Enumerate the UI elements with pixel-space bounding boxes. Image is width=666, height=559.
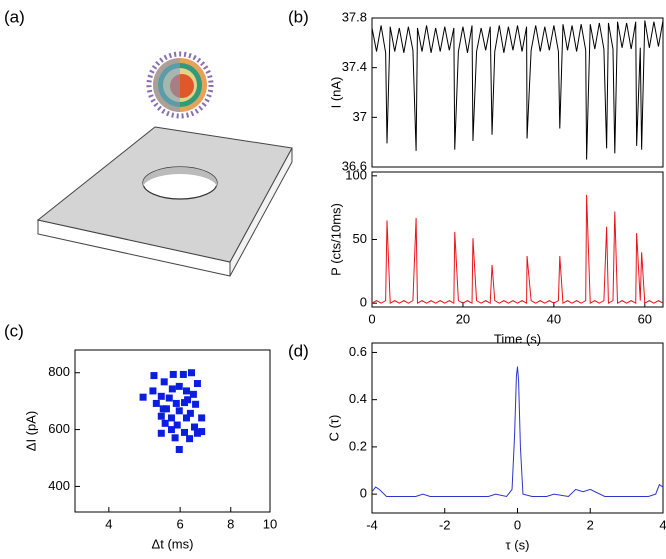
scatter-point	[179, 370, 187, 378]
x-tick-label: 4	[105, 516, 112, 531]
scatter-point	[165, 394, 173, 402]
scatter-point	[180, 428, 188, 436]
scatter-point	[150, 372, 158, 380]
virus-spikes	[146, 51, 214, 119]
panel-label: (d)	[288, 341, 309, 360]
data-line	[371, 20, 664, 160]
y-axis-label: P (cts/10ms)	[328, 203, 343, 276]
scatter-point	[192, 400, 200, 408]
y-axis-label: I (nA)	[328, 77, 343, 109]
scatter-point	[169, 370, 177, 378]
scatter-point	[198, 428, 206, 436]
y-tick-label: 400	[48, 478, 70, 493]
scatter-point	[175, 407, 183, 415]
scatter-point	[175, 445, 183, 453]
y-tick-label: 0.2	[349, 438, 367, 453]
x-tick-label: 6	[177, 516, 184, 531]
y-tick-label: 0.6	[349, 344, 367, 359]
scatter-point	[161, 419, 169, 427]
y-tick-label: 0	[360, 295, 367, 310]
scatter-point	[186, 409, 194, 417]
data-line	[371, 366, 664, 498]
panel-label: (b)	[288, 7, 309, 26]
scatter-point	[167, 414, 175, 422]
x-axis-label: Δt (ms)	[152, 536, 194, 551]
y-axis-label: ΔI (pA)	[23, 411, 38, 451]
virus-cutaway	[153, 58, 180, 112]
scatter-point	[198, 414, 206, 422]
scatter-point	[186, 435, 194, 443]
scatter-point	[182, 414, 190, 422]
y-tick-label: 100	[345, 167, 367, 182]
virus-illustration	[146, 51, 214, 119]
scatter-point	[191, 423, 199, 431]
scatter-point	[182, 387, 190, 395]
scatter-point	[171, 434, 179, 442]
scatter-point	[157, 392, 165, 400]
x-tick-label: -2	[439, 517, 451, 532]
x-axis-label: τ (s)	[506, 537, 530, 552]
y-tick-label: 36.6	[342, 158, 367, 173]
x-tick-label: 40	[547, 311, 561, 326]
scatter-point	[175, 382, 183, 390]
panel-label: (a)	[4, 7, 25, 26]
scatter-point	[160, 378, 168, 386]
y-tick-label: 0	[360, 486, 367, 501]
scatter-point	[159, 405, 167, 413]
plate-illustration	[36, 126, 293, 277]
scatter-point	[152, 399, 160, 407]
plot-frame	[371, 17, 664, 168]
x-tick-label: 2	[587, 517, 594, 532]
scatter-point	[168, 385, 176, 393]
x-axis-label: Time (s)	[494, 331, 541, 346]
scatter-point	[139, 393, 147, 401]
x-tick-label: -4	[366, 517, 378, 532]
scatter-point	[157, 429, 165, 437]
data-line	[371, 194, 664, 305]
y-tick-label: 37	[353, 109, 367, 124]
scatter-point	[173, 421, 181, 429]
y-axis-label: C (τ)	[326, 415, 341, 442]
x-tick-label: 10	[263, 516, 277, 531]
scatter-point	[172, 399, 180, 407]
y-tick-label: 37.8	[342, 9, 367, 24]
x-tick-label: 20	[456, 311, 470, 326]
y-tick-label: 0.4	[349, 391, 367, 406]
panel-label: (c)	[4, 321, 24, 340]
scatter-point	[189, 390, 197, 398]
scatter-point	[184, 396, 192, 404]
pore-wall	[143, 167, 217, 188]
scatter-point	[193, 380, 201, 388]
scatter-point	[157, 412, 165, 420]
scatter-point	[149, 387, 157, 395]
scatter-point	[188, 369, 196, 377]
y-tick-label: 37.4	[342, 59, 367, 74]
x-tick-label: 4	[659, 517, 666, 532]
plot-frame	[74, 349, 271, 513]
x-tick-label: 0	[368, 311, 375, 326]
y-tick-label: 600	[48, 421, 70, 436]
y-tick-label: 800	[48, 364, 70, 379]
scatter-point	[167, 426, 175, 434]
y-tick-label: 50	[353, 231, 367, 246]
x-tick-label: 0	[514, 517, 521, 532]
x-tick-label: 60	[638, 311, 652, 326]
scatter-point	[193, 429, 201, 437]
x-tick-label: 8	[227, 516, 234, 531]
